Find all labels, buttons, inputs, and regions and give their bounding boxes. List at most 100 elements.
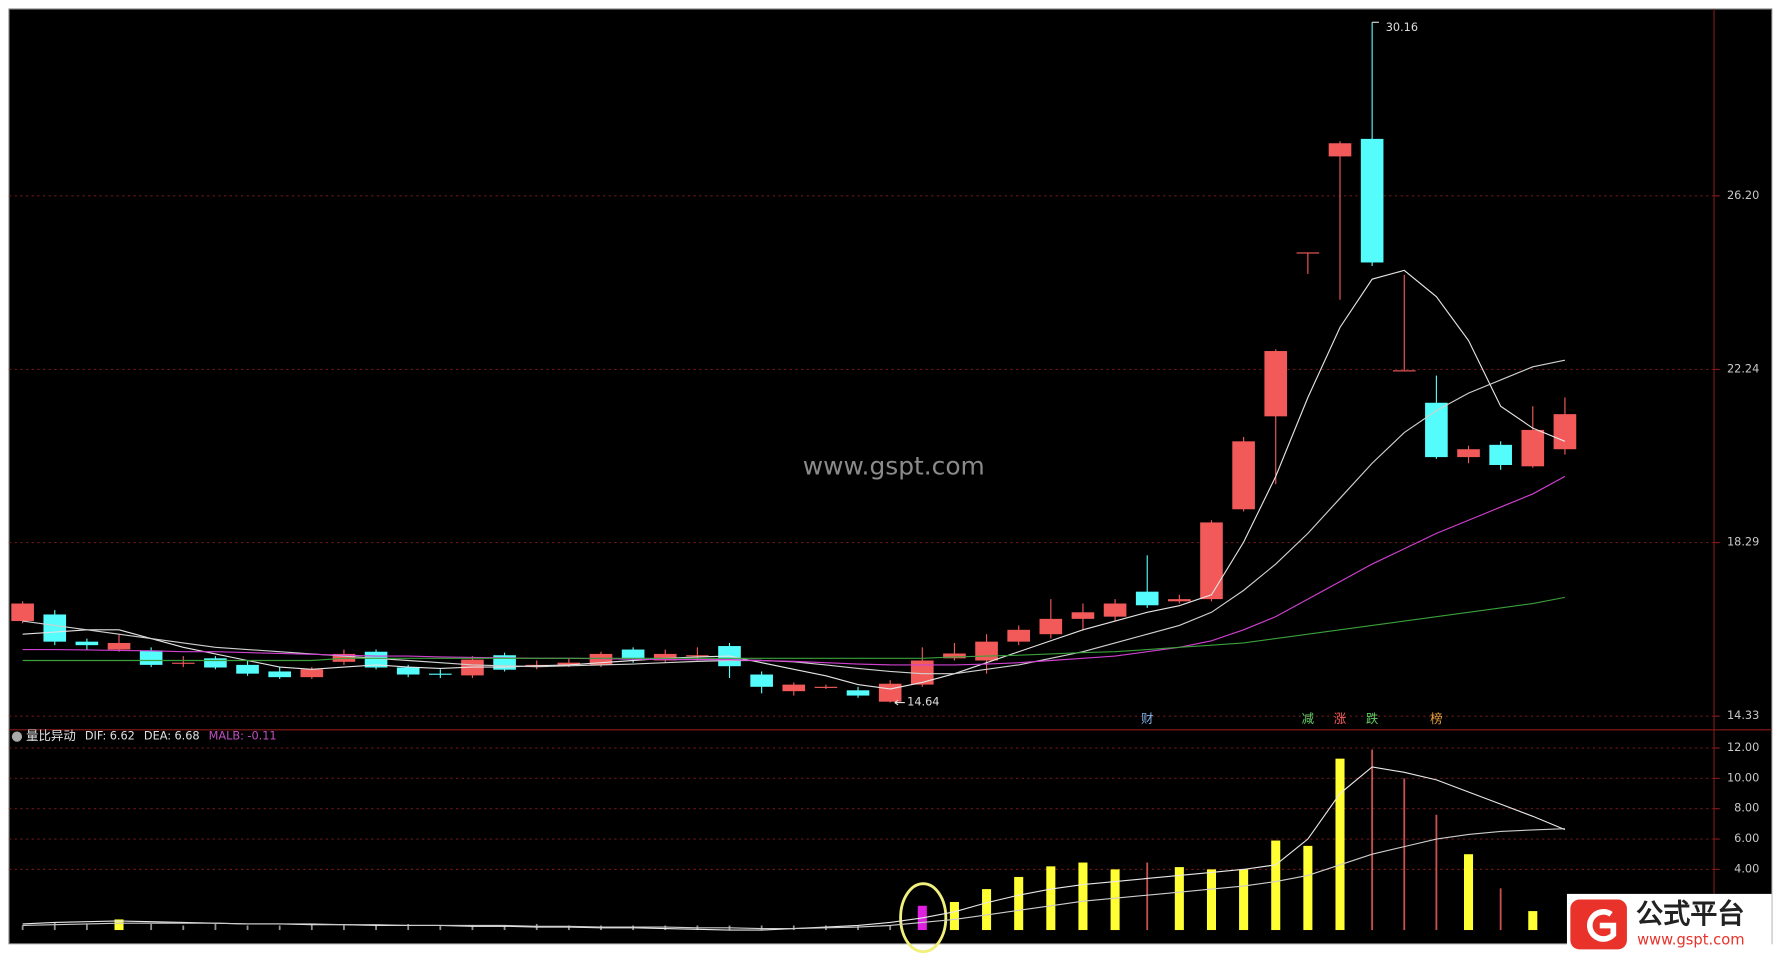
max-label: 30.16 xyxy=(1386,21,1418,34)
volume-ratio-bar xyxy=(246,925,249,931)
logo-url: www.gspt.com xyxy=(1637,931,1744,948)
candle-body xyxy=(1232,441,1255,510)
candle-body xyxy=(1489,444,1512,465)
volume-ratio-bar xyxy=(1046,866,1056,931)
candle-body xyxy=(396,667,420,675)
indicator-line xyxy=(22,475,1566,666)
volume-ratio-bar xyxy=(949,901,959,931)
y-tick-label: 10.00 xyxy=(1727,771,1759,784)
candle-body xyxy=(975,641,998,661)
volume-ratio-bar xyxy=(214,923,217,931)
volume-ratio-bar xyxy=(278,925,281,931)
indicator-name: MALB: xyxy=(209,730,244,743)
volume-ratio-bar xyxy=(439,925,442,931)
candle-body xyxy=(782,684,806,692)
volume-ratio-bar xyxy=(85,923,88,931)
volume-ratio-bar xyxy=(1014,876,1024,931)
indicator-name: DIF: xyxy=(85,730,106,743)
y-tick-label: 14.33 xyxy=(1727,709,1759,722)
volume-ratio-bar xyxy=(1499,888,1502,931)
y-tick-label: 6.00 xyxy=(1734,832,1759,845)
candle-body xyxy=(139,650,163,665)
watermark: www.gspt.com xyxy=(803,451,985,480)
candle-body xyxy=(1521,429,1545,467)
candle-body xyxy=(1392,370,1416,372)
candle-body xyxy=(878,683,902,702)
candle-body xyxy=(621,649,645,660)
candle-body xyxy=(1296,252,1320,254)
candle-body xyxy=(1071,612,1095,619)
volume-ratio-bar xyxy=(1403,778,1406,931)
volume-ratio-bar xyxy=(407,923,410,931)
volume-ratio-bar xyxy=(1271,840,1281,931)
volume-ratio-bar xyxy=(1303,845,1313,931)
candle-body xyxy=(43,614,67,642)
candle-body xyxy=(300,669,324,678)
volume-ratio-bar xyxy=(1174,867,1184,931)
volume-ratio-bar xyxy=(760,925,763,931)
volume-ratio-bar xyxy=(567,925,570,931)
candle-body xyxy=(429,673,452,675)
volume-ratio-bar xyxy=(375,925,377,931)
volume-ratio-bar xyxy=(792,925,795,931)
candle-body xyxy=(589,653,613,665)
indicator-icon xyxy=(11,731,23,742)
indicator-value: 6.68 xyxy=(174,730,199,743)
candle-body xyxy=(1039,618,1063,635)
candle-body xyxy=(204,658,227,668)
volume-ratio-bar xyxy=(982,889,992,931)
signal-label: 涨 xyxy=(1334,711,1347,726)
indicator-value: -0.11 xyxy=(247,730,276,743)
signal-label: 跌 xyxy=(1366,711,1379,726)
logo-glyph xyxy=(1586,909,1617,942)
candle-body xyxy=(1007,629,1031,642)
volume-ratio-bar xyxy=(1435,814,1438,931)
candle-body xyxy=(75,641,99,646)
indicator-line xyxy=(22,596,1566,662)
volume-ratio-bar xyxy=(1464,854,1474,931)
indicator-line xyxy=(22,269,1566,690)
logo-name: 公式平台 xyxy=(1636,898,1745,930)
volume-ratio-bar xyxy=(1206,869,1217,931)
volume-ratio-bar xyxy=(1110,869,1120,931)
candle-body xyxy=(171,662,195,664)
candle-body xyxy=(236,664,259,674)
candle-body xyxy=(943,653,966,659)
volume-ratio-bar xyxy=(664,925,667,931)
indicator-line xyxy=(22,828,1565,930)
volume-ratio-bar xyxy=(310,923,313,931)
volume-ratio-bar xyxy=(471,925,474,931)
volume-ratio-bar xyxy=(503,925,506,931)
y-tick-label: 18.29 xyxy=(1727,536,1759,549)
candle-body xyxy=(1135,591,1159,606)
y-tick-label: 26.20 xyxy=(1727,189,1759,202)
candle-body xyxy=(1103,603,1127,617)
volume-ratio-bar xyxy=(1335,758,1345,931)
candle-body xyxy=(1360,138,1384,263)
indicator-title: 量比异动 xyxy=(26,728,76,743)
signal-label: 减 xyxy=(1302,711,1315,726)
candle-body xyxy=(910,660,934,685)
candle-body xyxy=(1168,599,1191,602)
candle-body xyxy=(686,655,709,657)
min-label: 14.64 xyxy=(907,696,939,709)
y-tick-label: 4.00 xyxy=(1734,862,1759,875)
volume-ratio-bar xyxy=(343,925,345,931)
candle-body xyxy=(1425,402,1448,458)
signal-label: 榜 xyxy=(1430,711,1442,726)
candle-body xyxy=(750,674,773,687)
volume-ratio-bar xyxy=(1146,862,1149,931)
y-tick-label: 8.00 xyxy=(1734,802,1759,815)
volume-ratio-bar xyxy=(114,919,124,931)
logo-icon xyxy=(1570,899,1627,950)
signal-label: 财 xyxy=(1141,711,1153,726)
chart-background xyxy=(8,8,1773,945)
volume-ratio-bar xyxy=(1528,911,1538,931)
volume-ratio-bar xyxy=(150,923,153,931)
indicator-name: DEA: xyxy=(144,730,171,743)
volume-ratio-bar xyxy=(1371,749,1374,931)
indicator-value: 6.62 xyxy=(110,730,135,743)
candle-body xyxy=(1457,449,1480,458)
candle-body xyxy=(107,642,131,650)
candle-body xyxy=(1264,351,1288,417)
